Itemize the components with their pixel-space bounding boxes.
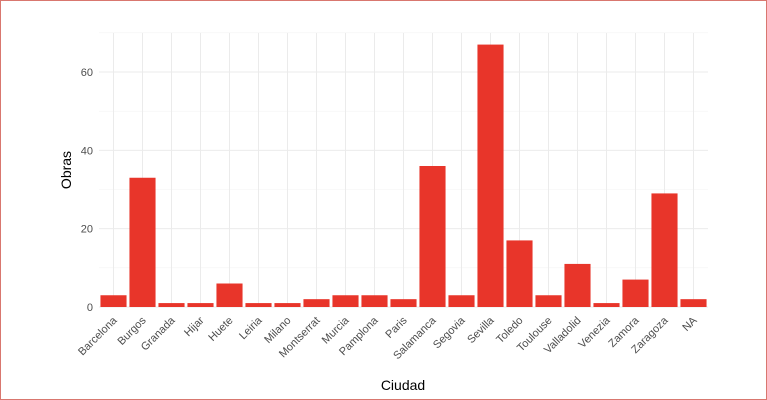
bar-barcelona — [100, 295, 127, 307]
gridlines — [99, 32, 708, 308]
bar-huete — [216, 283, 243, 307]
bars — [100, 44, 707, 307]
x-tick-label: Sevilla — [465, 314, 497, 346]
x-tick-label: Leiria — [237, 314, 265, 342]
y-tick-label: 20 — [81, 224, 93, 236]
bar-paris — [390, 299, 417, 307]
bar-sevilla — [477, 44, 504, 307]
bar-hijar — [187, 303, 214, 307]
bar-pamplona — [361, 295, 388, 307]
y-axis-label: Obras — [58, 151, 74, 189]
x-axis-label: Ciudad — [381, 377, 425, 393]
y-axis-ticks: 0 20 40 60 — [81, 67, 93, 314]
x-tick-label: Hijar — [182, 314, 207, 339]
bar-leiria — [245, 303, 272, 307]
bar-montserrat — [303, 299, 330, 307]
y-tick-label: 60 — [81, 67, 93, 79]
bar-zaragoza — [651, 193, 678, 307]
y-tick-label: 0 — [87, 302, 93, 314]
x-tick-label: Barcelona — [76, 314, 120, 358]
x-tick-label: Paris — [383, 314, 410, 341]
bar-granada — [158, 303, 185, 307]
bar-burgos — [129, 177, 156, 307]
bar-segovia — [448, 295, 475, 307]
x-tick-label: Segovia — [431, 314, 468, 351]
x-tick-label: Venezia — [576, 314, 613, 351]
bar-zamora — [622, 279, 649, 307]
y-tick-label: 40 — [81, 145, 93, 157]
bar-venezia — [593, 303, 620, 307]
bar-valladolid — [564, 263, 591, 307]
x-tick-label: Huete — [206, 315, 235, 344]
bar-murcia — [332, 295, 359, 307]
bar-toulouse — [535, 295, 562, 307]
x-tick-label: NA — [680, 314, 700, 334]
bar-na — [680, 299, 707, 307]
bar-milano — [274, 303, 301, 307]
bar-toledo — [506, 240, 533, 307]
bar-salamanca — [419, 166, 446, 307]
